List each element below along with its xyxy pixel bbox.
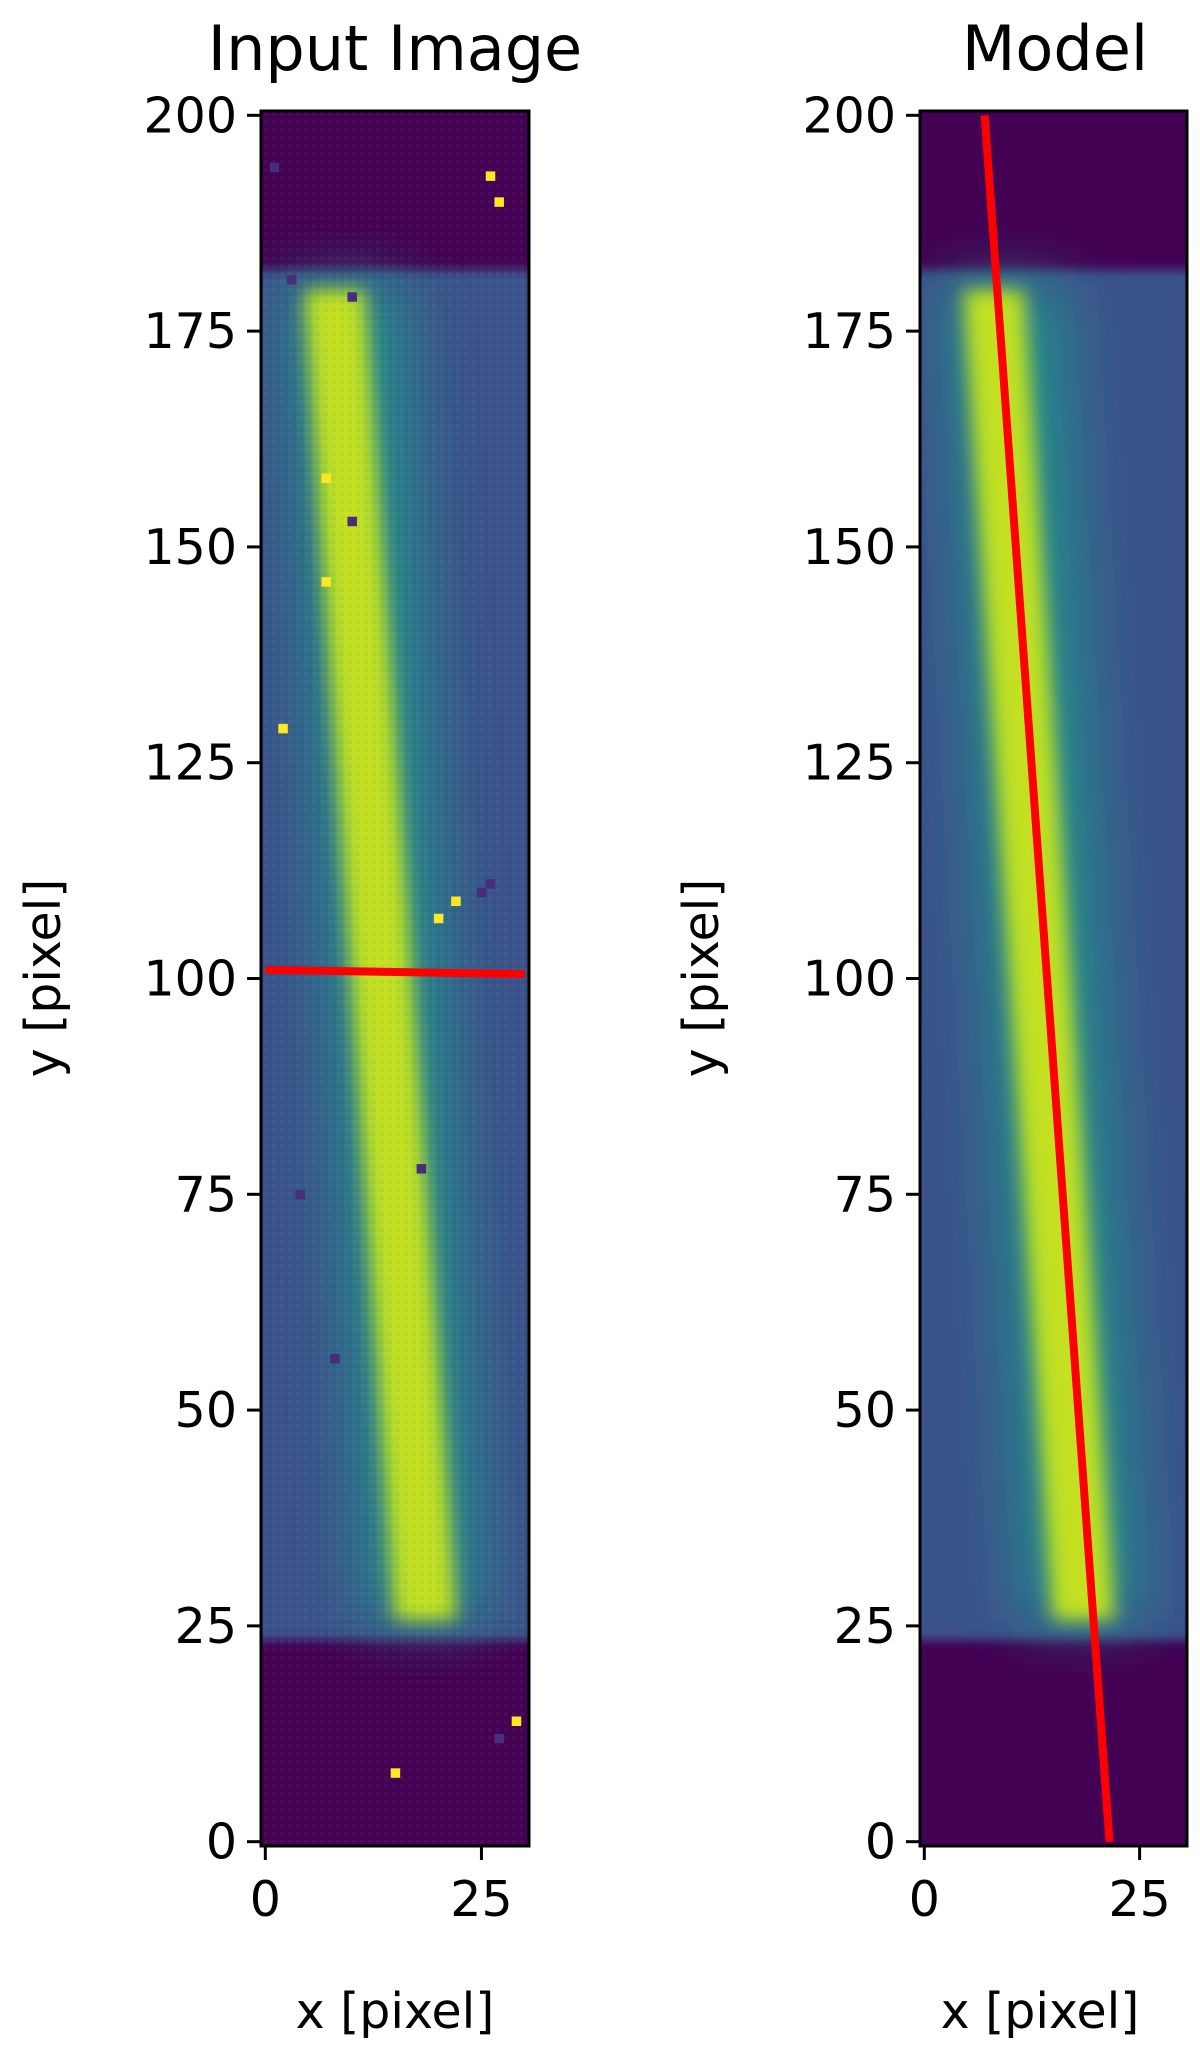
- y-tick-label: 150: [143, 519, 237, 576]
- x-axis-label-input: x [pixel]: [296, 1983, 495, 2040]
- cold-pixel: [477, 887, 487, 898]
- hot-pixel: [321, 577, 332, 587]
- y-tick-label: 200: [802, 87, 896, 144]
- x-tick-label: 0: [250, 1871, 281, 1928]
- panel-title-input: Input Image: [208, 12, 582, 85]
- y-axis-input: 0 25 50 75 100 125 150 175 200: [143, 87, 261, 1871]
- y-tick-label: 125: [802, 735, 896, 792]
- cold-pixel: [347, 516, 357, 527]
- cold-pixel: [330, 1353, 340, 1364]
- cold-pixel: [286, 275, 297, 285]
- cold-pixel: [416, 1164, 427, 1174]
- y-tick-label: 150: [802, 519, 896, 576]
- y-axis-label-model: y [pixel]: [673, 879, 730, 1078]
- y-tick-label: 125: [143, 735, 237, 792]
- cold-pixel: [494, 1733, 504, 1744]
- x-tick-label: 25: [450, 1871, 512, 1928]
- x-tick-label: 0: [909, 1871, 940, 1928]
- outlier-pixels-input: [269, 162, 522, 1778]
- panel-title-model: Model: [962, 12, 1148, 85]
- y-tick-label: 50: [834, 1382, 896, 1439]
- cold-pixel: [269, 162, 280, 173]
- y-tick-label: 175: [802, 303, 896, 360]
- y-tick-label: 0: [206, 1814, 237, 1871]
- hot-pixel: [494, 197, 504, 207]
- panel-input-image: 0 25 50 75 100 125 150 175 200 0 25 Input Image x…: [15, 12, 582, 2040]
- x-axis-label-model: x [pixel]: [941, 1983, 1140, 2040]
- hot-pixel: [451, 896, 461, 906]
- hot-pixel: [278, 723, 288, 734]
- y-tick-label: 75: [834, 1166, 896, 1223]
- y-tick-label: 50: [175, 1382, 237, 1439]
- hot-pixel: [485, 171, 496, 181]
- cold-pixel: [347, 292, 357, 302]
- y-tick-label: 100: [802, 951, 896, 1008]
- hot-pixel: [321, 473, 332, 484]
- y-tick-label: 175: [143, 303, 237, 360]
- y-tick-label: 200: [143, 87, 237, 144]
- image-area-model: [920, 111, 1187, 1846]
- hot-pixel: [433, 913, 444, 924]
- x-axis-model: 0 25: [909, 1846, 1171, 1928]
- hot-pixel: [390, 1768, 401, 1778]
- overlay-line-input: [265, 965, 525, 979]
- y-tick-label: 25: [834, 1598, 896, 1655]
- cold-pixel: [295, 1189, 306, 1200]
- y-tick-label: 100: [143, 951, 237, 1008]
- image-noise-input: [261, 111, 529, 1846]
- y-tick-label: 25: [175, 1598, 237, 1655]
- image-area-input: [261, 111, 529, 1846]
- x-axis-input: 0 25: [250, 1846, 513, 1928]
- y-tick-label: 75: [175, 1166, 237, 1223]
- panel-model: 0 25 50 75 100 125 150 175 200 0 25 Model x [pixe…: [673, 12, 1189, 2040]
- cold-pixel: [485, 879, 496, 889]
- overlay-line-model: [980, 115, 1114, 1842]
- y-axis-model: 0 25 50 75 100 125 150 175 200: [802, 87, 920, 1871]
- y-axis-label-input: y [pixel]: [15, 879, 72, 1078]
- y-tick-label: 0: [865, 1814, 896, 1871]
- hot-pixel: [511, 1716, 522, 1727]
- x-tick-label: 25: [1108, 1871, 1170, 1928]
